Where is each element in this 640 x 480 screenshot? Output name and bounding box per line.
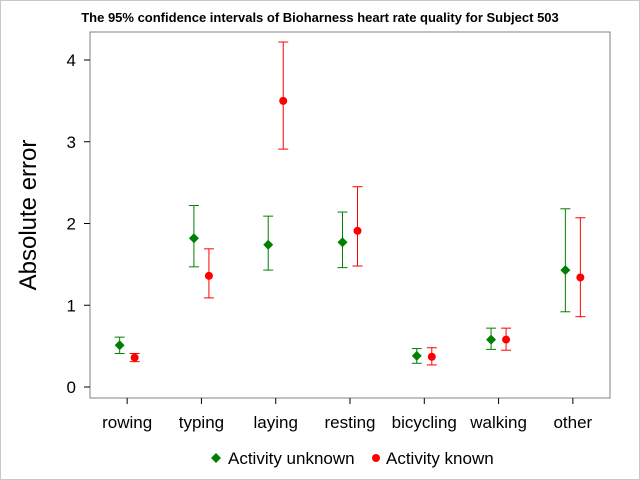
- data-point: [353, 226, 362, 235]
- data-point: [188, 233, 199, 244]
- legend-label: Activity unknown: [228, 449, 355, 468]
- data-point: [279, 96, 288, 105]
- x-tick-label: other: [553, 413, 592, 432]
- data-point: [486, 334, 497, 345]
- legend: Activity unknown Activity known: [211, 449, 494, 468]
- data-point: [130, 353, 139, 362]
- plot-area-border: [89, 31, 611, 399]
- series-activity-known: [129, 41, 586, 366]
- x-tick-label: resting: [324, 413, 375, 432]
- data-point: [204, 271, 213, 280]
- chart-marks: [114, 41, 586, 366]
- axes: 0 1 2 3 4 rowing typing laying resting bicycling w…: [67, 31, 611, 432]
- chart-title: The 95% confidence intervals of Bioharne…: [81, 10, 559, 25]
- x-tick-label: laying: [254, 413, 298, 432]
- y-tick-label: 4: [67, 51, 76, 70]
- data-point: [337, 237, 348, 248]
- legend-label: Activity known: [386, 449, 494, 468]
- x-tick-label: walking: [469, 413, 527, 432]
- y-tick-label: 0: [67, 378, 76, 397]
- x-tick-label: typing: [179, 413, 224, 432]
- series-activity-unknown: [114, 205, 571, 364]
- data-point: [411, 350, 422, 361]
- y-tick-label: 2: [67, 215, 76, 234]
- y-tick-label: 1: [67, 296, 76, 315]
- data-point: [576, 273, 585, 282]
- y-tick-label: 3: [67, 133, 76, 152]
- legend-marker: [372, 454, 380, 462]
- legend-marker: [211, 453, 221, 463]
- data-point: [560, 265, 571, 276]
- x-tick-label: rowing: [102, 413, 152, 432]
- y-axis-label: Absolute error: [15, 140, 42, 291]
- data-point: [502, 335, 511, 344]
- x-tick-label: bicycling: [392, 413, 457, 432]
- data-point: [263, 239, 274, 250]
- data-point: [114, 340, 125, 351]
- data-point: [427, 352, 436, 361]
